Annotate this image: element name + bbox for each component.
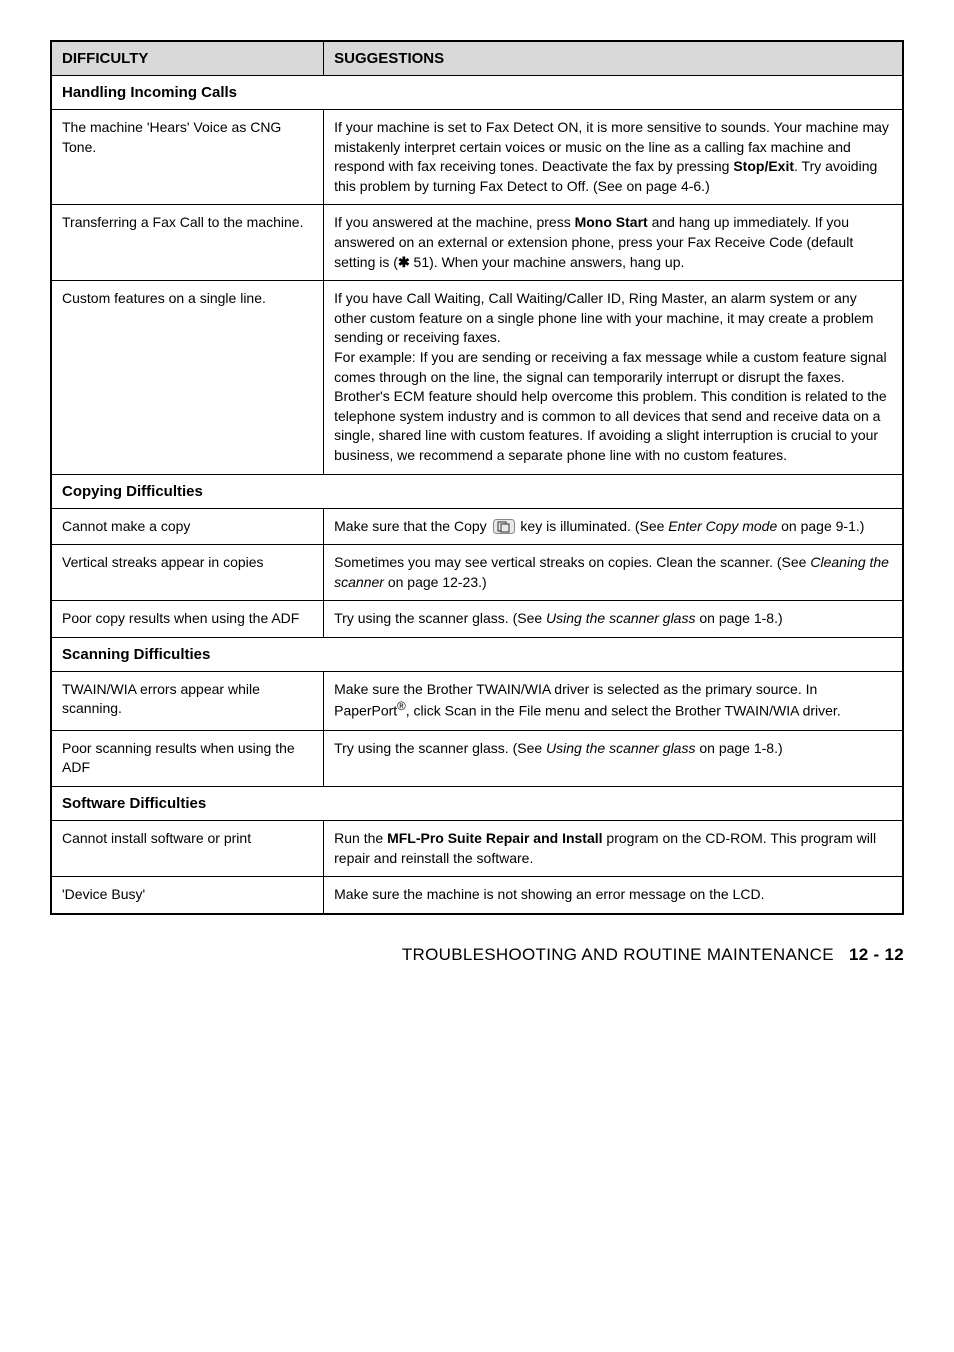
difficulty-cell: 'Device Busy' bbox=[51, 877, 324, 914]
table-row: Poor copy results when using the ADFTry … bbox=[51, 601, 903, 638]
footer-page: 12 - 12 bbox=[849, 945, 904, 964]
suggestion-cell: Make sure the machine is not showing an … bbox=[324, 877, 903, 914]
section-header: Scanning Difficulties bbox=[51, 637, 903, 671]
table-row: Cannot install software or printRun the … bbox=[51, 820, 903, 876]
section-header: Copying Difficulties bbox=[51, 474, 903, 508]
difficulty-cell: Cannot make a copy bbox=[51, 508, 324, 545]
suggestion-cell: If you have Call Waiting, Call Waiting/C… bbox=[324, 281, 903, 474]
table-row: TWAIN/WIA errors appear while scanning.M… bbox=[51, 671, 903, 730]
suggestion-cell: Try using the scanner glass. (See Using … bbox=[324, 730, 903, 786]
difficulty-cell: Vertical streaks appear in copies bbox=[51, 545, 324, 601]
section-header: Handling Incoming Calls bbox=[51, 76, 903, 110]
table-body: Handling Incoming CallsThe machine 'Hear… bbox=[51, 76, 903, 914]
header-difficulty: DIFFICULTY bbox=[51, 41, 324, 76]
difficulty-cell: Poor scanning results when using the ADF bbox=[51, 730, 324, 786]
suggestion-cell: If you answered at the machine, press Mo… bbox=[324, 205, 903, 281]
troubleshooting-table: DIFFICULTY SUGGESTIONS Handling Incoming… bbox=[50, 40, 904, 915]
table-row: The machine 'Hears' Voice as CNG Tone.If… bbox=[51, 110, 903, 205]
suggestion-cell: Make sure that the Copy key is illuminat… bbox=[324, 508, 903, 545]
difficulty-cell: The machine 'Hears' Voice as CNG Tone. bbox=[51, 110, 324, 205]
difficulty-cell: Poor copy results when using the ADF bbox=[51, 601, 324, 638]
difficulty-cell: Cannot install software or print bbox=[51, 820, 324, 876]
table-row: Transferring a Fax Call to the machine.I… bbox=[51, 205, 903, 281]
suggestion-cell: Make sure the Brother TWAIN/WIA driver i… bbox=[324, 671, 903, 730]
table-row: 'Device Busy'Make sure the machine is no… bbox=[51, 877, 903, 914]
table-row: Vertical streaks appear in copiesSometim… bbox=[51, 545, 903, 601]
difficulty-cell: Custom features on a single line. bbox=[51, 281, 324, 474]
suggestion-cell: Run the MFL-Pro Suite Repair and Install… bbox=[324, 820, 903, 876]
suggestion-cell: If your machine is set to Fax Detect ON,… bbox=[324, 110, 903, 205]
table-row: Cannot make a copyMake sure that the Cop… bbox=[51, 508, 903, 545]
footer-text: TROUBLESHOOTING AND ROUTINE MAINTENANCE bbox=[402, 945, 834, 964]
suggestion-cell: Try using the scanner glass. (See Using … bbox=[324, 601, 903, 638]
difficulty-cell: Transferring a Fax Call to the machine. bbox=[51, 205, 324, 281]
suggestion-cell: Sometimes you may see vertical streaks o… bbox=[324, 545, 903, 601]
table-row: Poor scanning results when using the ADF… bbox=[51, 730, 903, 786]
section-header: Software Difficulties bbox=[51, 786, 903, 820]
header-suggestions: SUGGESTIONS bbox=[324, 41, 903, 76]
difficulty-cell: TWAIN/WIA errors appear while scanning. bbox=[51, 671, 324, 730]
table-row: Custom features on a single line.If you … bbox=[51, 281, 903, 474]
page-footer: TROUBLESHOOTING AND ROUTINE MAINTENANCE … bbox=[50, 945, 904, 965]
